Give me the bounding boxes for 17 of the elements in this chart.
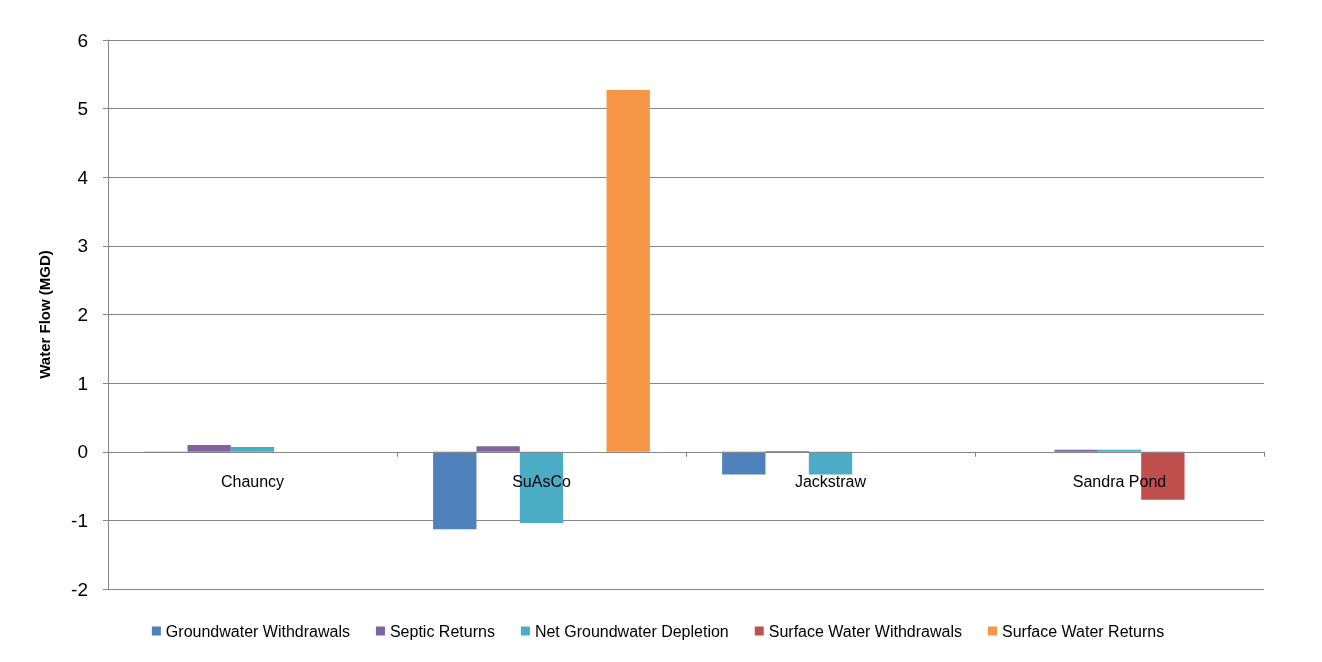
y-tick-label: 5 <box>77 98 88 120</box>
y-tick-label: 3 <box>77 235 88 257</box>
y-tick-label: -2 <box>71 578 88 600</box>
y-tick-label: 2 <box>77 304 88 325</box>
legend-label: Surface Water Withdrawals <box>768 622 963 640</box>
y-tick-label: -1 <box>71 509 88 531</box>
x-tick-label: Jackstraw <box>794 473 867 491</box>
x-tick-label: Chauncy <box>220 473 285 491</box>
legend-label: Septic Returns <box>389 622 495 640</box>
y-tick-label: 1 <box>77 372 88 394</box>
legend-label: Groundwater Withdrawals <box>165 622 350 640</box>
y-tick-label: 0 <box>77 441 88 463</box>
y-tick-label: 4 <box>77 166 89 188</box>
legend-label: Surface Water Returns <box>1002 622 1165 640</box>
legend-label: Net Groundwater Depletion <box>534 622 729 640</box>
y-tick-label: 6 <box>77 29 88 51</box>
y-axis-title: Water Flow (MGD) <box>36 250 53 379</box>
